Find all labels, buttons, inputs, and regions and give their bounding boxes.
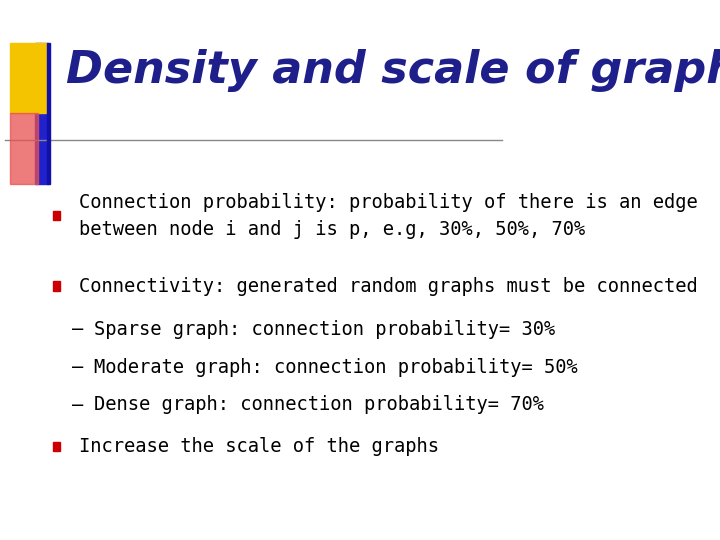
Bar [53,442,60,451]
Bar [35,43,48,184]
Bar [10,113,38,184]
Text: Density and scale of graphs: Density and scale of graphs [66,49,720,92]
Bar [10,43,45,113]
Text: –: – [72,395,84,415]
Text: Dense graph: connection probability= 70%: Dense graph: connection probability= 70% [94,395,544,415]
Text: –: – [72,320,84,339]
Text: Sparse graph: connection probability= 30%: Sparse graph: connection probability= 30… [94,320,555,339]
Text: Connection probability: probability of there is an edge
between node i and j is : Connection probability: probability of t… [78,193,698,239]
Bar [53,281,60,291]
Bar [47,43,50,184]
Text: –: – [72,357,84,377]
Bar [53,211,60,220]
Text: Moderate graph: connection probability= 50%: Moderate graph: connection probability= … [94,357,577,377]
Text: Connectivity: generated random graphs must be connected: Connectivity: generated random graphs mu… [78,276,698,296]
Text: Increase the scale of the graphs: Increase the scale of the graphs [78,437,438,456]
